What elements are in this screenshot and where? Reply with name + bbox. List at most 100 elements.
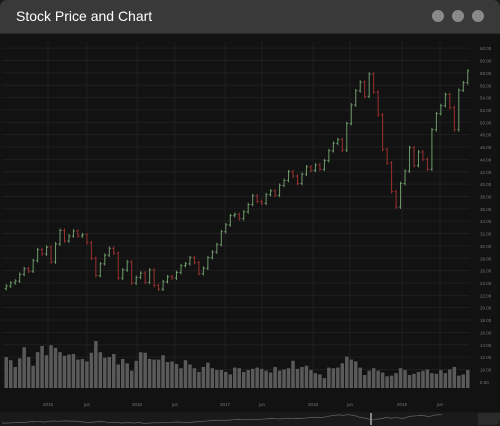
navigator-handle-left	[370, 413, 372, 425]
y-tick-label: 48.00	[480, 133, 492, 138]
y-tick-label: 26.00	[480, 269, 492, 274]
volume-bar	[170, 361, 174, 388]
x-tick-label: 2019	[397, 402, 408, 407]
x-tick-label: 2016	[132, 402, 143, 407]
x-tick-label: jun	[436, 402, 444, 407]
volume-bar	[44, 355, 49, 388]
y-tick-label: 50.00	[480, 120, 492, 125]
volume-bar	[17, 358, 22, 388]
volume-bar	[380, 372, 385, 388]
volume-bar	[188, 364, 192, 388]
volume-bar	[416, 371, 421, 388]
volume-bar	[371, 368, 376, 388]
volume-bar	[421, 370, 425, 388]
navigator-track	[0, 412, 500, 426]
y-tick-label: 14.00	[480, 343, 492, 348]
minimize-button[interactable]	[432, 10, 444, 22]
x-tick-label: 2017	[220, 402, 231, 407]
volume-bar	[407, 375, 412, 388]
volume-bar	[192, 368, 197, 388]
volume-bar	[318, 374, 322, 388]
volume-bar	[13, 366, 17, 388]
volume-bar	[147, 358, 152, 388]
volume-bar	[89, 352, 94, 388]
y-tick-label: 16.00	[480, 330, 492, 335]
y-tick-label: 42.00	[480, 170, 492, 175]
volume-bar	[461, 374, 466, 388]
stock-chart-area[interactable]: 62.00 60.00 58.00 56.00 54.00 52.00 50.00 48.00…	[0, 34, 500, 426]
volume-bar	[313, 373, 318, 388]
volume-bar	[367, 370, 371, 388]
navigator-series	[1, 414, 443, 424]
volume-bar	[103, 357, 107, 388]
volume-bar	[71, 354, 76, 388]
volume-bar	[327, 367, 331, 388]
volume-bar	[138, 352, 143, 388]
maximize-button[interactable]	[452, 10, 464, 22]
volume-bar	[246, 370, 250, 388]
y-tick-label: 34.00	[480, 219, 492, 224]
y-tick-label: 18.00	[480, 318, 492, 323]
volume-bar	[448, 369, 452, 388]
volume-bar	[121, 358, 125, 388]
close-button[interactable]	[472, 10, 484, 22]
volume-bar	[210, 368, 215, 388]
volume-bar	[165, 362, 170, 388]
chart-grid	[2, 42, 470, 388]
volume-bar	[273, 366, 277, 388]
x-tick-label: jun	[171, 402, 179, 407]
volume-bar	[62, 355, 67, 388]
volume-bar	[129, 370, 134, 388]
y-tick-label: 56.00	[480, 83, 492, 88]
y-tick-label: 8.00	[480, 380, 489, 385]
stock-chart[interactable]: 62.00 60.00 58.00 56.00 54.00 52.00 50.00 48.00…	[0, 34, 500, 426]
y-tick-label: 52.00	[480, 108, 492, 113]
y-tick-label: 54.00	[480, 96, 492, 101]
volume-bar	[206, 362, 210, 388]
volume-bar	[53, 347, 58, 388]
volume-bar	[179, 368, 183, 388]
y-tick-label: 46.00	[480, 145, 492, 150]
volume-bar	[49, 345, 53, 388]
navigator[interactable]	[0, 412, 500, 426]
y-tick-label: 12.00	[480, 355, 492, 360]
volume-bar	[452, 366, 457, 388]
volume-bar	[358, 367, 362, 388]
y-tick-label: 58.00	[480, 71, 492, 76]
volume-bar	[22, 347, 26, 388]
y-tick-label: 30.00	[480, 244, 492, 249]
volume-bar	[362, 375, 367, 388]
volume-bar	[107, 357, 112, 388]
volume-series	[4, 341, 470, 388]
y-tick-label: 20.00	[480, 306, 492, 311]
volume-bar	[143, 352, 147, 388]
volume-bar	[282, 369, 286, 388]
volume-bar	[403, 370, 407, 388]
volume-bar	[291, 360, 295, 388]
window-title: Stock Price and Chart	[16, 8, 153, 24]
volume-bar	[354, 361, 358, 388]
title-bar[interactable]: Stock Price and Chart	[0, 0, 500, 34]
volume-bar	[112, 354, 116, 388]
volume-bar	[385, 376, 389, 388]
y-axis: 62.00 60.00 58.00 56.00 54.00 52.00 50.00 48.00…	[480, 46, 492, 385]
volume-bar	[394, 373, 398, 388]
volume-bar	[80, 358, 85, 388]
volume-bar	[31, 365, 35, 388]
y-tick-label: 38.00	[480, 194, 492, 199]
volume-bar	[322, 378, 327, 388]
volume-bar	[237, 368, 241, 388]
volume-bar	[35, 352, 40, 388]
volume-bar	[174, 363, 179, 388]
volume-bar	[264, 370, 268, 388]
y-tick-label: 44.00	[480, 157, 492, 162]
y-tick-label: 60.00	[480, 59, 492, 64]
volume-bar	[76, 359, 80, 388]
volume-bar	[85, 361, 89, 388]
volume-bar	[125, 363, 129, 388]
volume-bar	[336, 367, 340, 388]
volume-bar	[398, 368, 403, 388]
volume-bar	[304, 365, 309, 388]
navigator-scroll-button	[478, 413, 500, 425]
volume-bar	[349, 359, 353, 388]
